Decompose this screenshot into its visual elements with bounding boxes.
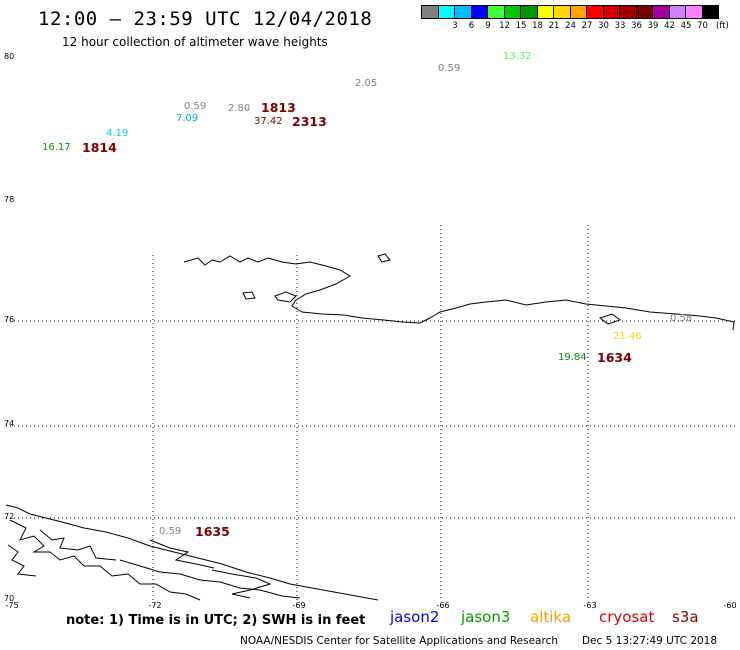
color-swatch [536, 5, 554, 19]
pass-time-label: 1634 [597, 350, 632, 365]
wave-height-value: 7.09 [176, 113, 199, 124]
wave-height-value: 2.80 [228, 103, 251, 114]
lon-label-60: -60 [723, 601, 737, 610]
lat-label-78: 78 [4, 195, 15, 204]
color-scale-tick: 42 [664, 21, 675, 31]
color-scale-tick: 12 [499, 21, 510, 31]
wave-height-value: 16.17 [42, 142, 71, 153]
color-swatch [586, 5, 604, 19]
color-scale-tick: 15 [515, 21, 527, 31]
color-swatch [569, 5, 587, 19]
color-swatch [421, 5, 439, 19]
lat-label-76: 76 [4, 315, 15, 324]
lon-label-75: -75 [5, 601, 19, 610]
color-scale-tick: 27 [581, 21, 593, 31]
map-title: 12:00 – 23:59 UTC 12/04/2018 [38, 8, 373, 30]
color-scale-tick: 21 [548, 21, 560, 31]
color-scale-unit: (ft) [716, 21, 729, 31]
lat-label-80: 80 [4, 52, 15, 61]
satellite-legend-altika: altika [530, 608, 572, 626]
color-scale-tick: 3 [452, 21, 458, 31]
satellite-legend-cryosat: cryosat [599, 608, 655, 626]
generated-timestamp: Dec 5 13:27:49 UTC 2018 [582, 635, 718, 647]
color-swatch [652, 5, 670, 19]
color-swatch [602, 5, 620, 19]
color-swatch [470, 5, 488, 19]
lon-label-72: -72 [148, 601, 162, 610]
color-swatch [437, 5, 455, 19]
color-swatch [487, 5, 505, 19]
satellite-legend-s3a: s3a [672, 608, 699, 626]
color-scale-tick: 24 [565, 21, 576, 31]
wave-height-value: 13.32 [503, 51, 532, 62]
color-swatch [454, 5, 472, 19]
color-scale-tick: 45 [680, 21, 692, 31]
coastline-greenland [183, 253, 735, 331]
wave-height-value: 0.59 [184, 101, 207, 112]
pass-time-label: 1814 [82, 140, 117, 155]
lat-label-70: 70 [4, 594, 15, 603]
lon-label-69: -69 [292, 601, 306, 610]
satellite-legend-jason2: jason2 [390, 608, 440, 626]
wave-height-value: 21.46 [613, 331, 642, 342]
color-scale-tick: 70 [697, 21, 708, 31]
lon-label-66: -66 [436, 601, 450, 610]
map-subtitle: 12 hour collection of altimeter wave hei… [62, 35, 328, 49]
color-swatch [635, 5, 653, 19]
pass-time-label: 2313 [292, 114, 327, 129]
color-scale-tick: 33 [614, 21, 626, 31]
color-swatch [619, 5, 637, 19]
wave-height-value: 0.58 [670, 313, 693, 324]
color-swatch [668, 5, 686, 19]
color-scale-tick: 6 [468, 21, 475, 31]
wave-height-value: 4.19 [106, 128, 129, 139]
color-scale-tick: 30 [598, 21, 609, 31]
lon-label-63: -63 [583, 601, 597, 610]
color-swatch [503, 5, 521, 19]
satellite-legend-jason3: jason3 [461, 608, 511, 626]
color-scale-tick: 39 [647, 21, 659, 31]
color-swatch [685, 5, 703, 19]
color-swatch [553, 5, 571, 19]
coastline-baffin [5, 504, 379, 601]
color-scale-tick: 18 [532, 21, 543, 31]
wave-height-value: 19.84 [558, 352, 587, 363]
color-swatch [520, 5, 538, 19]
lat-label-72: 72 [4, 512, 15, 521]
color-scale-labels: 3 6 9 12 15 18 21 24 27 30 33 36 39 42 45 70 [422, 21, 740, 33]
units-note: note: 1) Time is in UTC; 2) SWH is in fe… [66, 613, 366, 628]
color-scale-tick: 9 [485, 21, 491, 31]
wave-height-value: 2.05 [355, 78, 378, 89]
wave-height-value: 0.59 [438, 63, 461, 74]
pass-time-label: 1635 [195, 524, 230, 539]
lat-label-74: 74 [4, 419, 15, 428]
pass-time-label: 1813 [261, 100, 296, 115]
credit-text: NOAA/NESDIS Center for Satellite Applica… [240, 635, 558, 647]
wave-height-color-scale [421, 5, 719, 19]
wave-height-value: 37.42 [254, 116, 283, 127]
wave-height-value: 0.59 [159, 526, 182, 537]
color-swatch [701, 5, 719, 19]
color-scale-tick: 36 [631, 21, 642, 31]
graticule [6, 225, 736, 600]
